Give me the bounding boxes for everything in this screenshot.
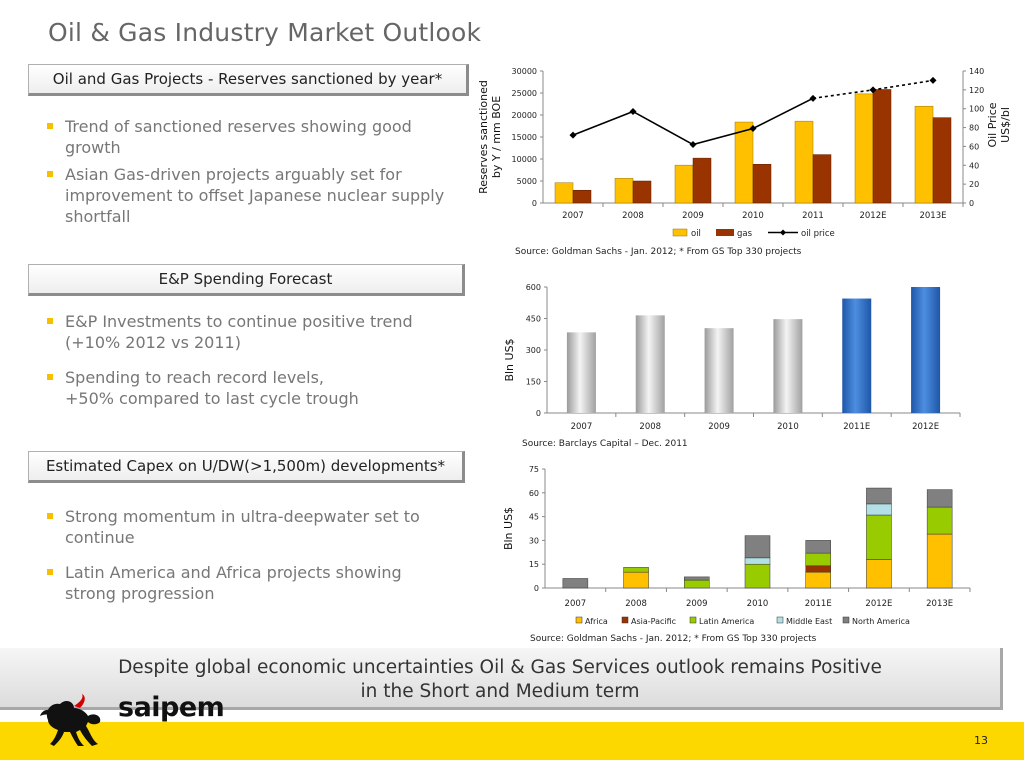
y-tick-label: 20000: [512, 111, 537, 120]
legend-swatch-oil: [672, 228, 688, 237]
bar-oil: [734, 121, 754, 204]
oil-price-line: [572, 97, 814, 146]
bullet-item: E&P Investments to continue positive tre…: [46, 311, 456, 353]
bullet-item: Latin America and Africa projects showin…: [46, 562, 456, 604]
bar-gas: [692, 157, 712, 204]
conclusion-line-1: Despite global economic uncertainties Oi…: [118, 657, 882, 678]
x-tick-label: 2008: [622, 211, 644, 221]
logo-wordmark: saipem: [118, 692, 225, 723]
bullet-list-reserves: Trend of sanctioned reserves showing goo…: [46, 116, 456, 233]
bar-oil: [854, 93, 874, 204]
x-tick-label: 2012E: [859, 211, 886, 221]
bullet-list-capex: Strong momentum in ultra-deepwater set t…: [46, 506, 456, 610]
bullet-square-icon: [47, 171, 53, 177]
y-tick-label: 5000: [517, 177, 537, 186]
legend-label-oil-price: oil price: [801, 229, 835, 239]
y-tick-label: 15000: [512, 133, 537, 142]
x-tick-label: 2007: [562, 211, 584, 221]
bar-oil: [914, 105, 934, 204]
x-tick-label: 2011: [802, 211, 824, 221]
y2-tick-label: 20: [969, 180, 979, 189]
bar-oil: [674, 164, 694, 204]
bar-gas: [572, 189, 592, 204]
bar-gas: [872, 89, 892, 204]
y2-tick-label: 140: [969, 67, 984, 76]
y-tick-label: 10000: [512, 155, 537, 164]
bullet-list-ep-spending: E&P Investments to continue positive tre…: [46, 311, 456, 415]
bullet-item: Trend of sanctioned reserves showing goo…: [46, 116, 456, 158]
section-header-capex: Estimated Capex on U/DW(>1,500m) develop…: [28, 451, 465, 483]
x-tick-label: 2010: [742, 211, 764, 221]
oil-price-point: [629, 108, 637, 116]
page-number: 13: [974, 734, 988, 747]
y2-tick-label: 80: [969, 124, 979, 133]
y-tick-label: 25000: [512, 89, 537, 98]
bar-gas: [752, 164, 772, 204]
slide-title: Oil & Gas Industry Market Outlook: [48, 18, 482, 47]
legend-label-oil: oil: [691, 229, 701, 239]
section-header-reserves: Oil and Gas Projects - Reserves sanction…: [28, 64, 469, 96]
y2-axis-title: Oil PriceUS$/bl: [986, 102, 1012, 147]
bullet-square-icon: [47, 374, 53, 380]
bar-oil: [614, 178, 634, 204]
legend-label-gas: gas: [737, 229, 753, 239]
x-tick-label: 2013E: [919, 211, 946, 221]
bullet-square-icon: [47, 569, 53, 575]
bullet-item: Strong momentum in ultra-deepwater set t…: [46, 506, 456, 548]
oil-price-point: [809, 94, 817, 102]
y-axis-title: Reserves sanctionedby Y / mm BOE: [477, 80, 503, 194]
legend-marker-oil-price: [780, 229, 786, 236]
bullet-item: Asian Gas-driven projects arguably set f…: [46, 164, 456, 227]
y-tick-label: 0: [532, 199, 537, 208]
oil-price-point: [869, 86, 877, 94]
bar-gas: [812, 154, 832, 204]
conclusion-line-2: in the Short and Medium term: [360, 681, 640, 702]
oil-price-point: [929, 76, 937, 84]
y2-tick-label: 40: [969, 161, 979, 170]
oil-price-point: [749, 125, 757, 133]
oil-price-point: [569, 131, 577, 139]
six-legged-dog-logo-icon: [40, 694, 101, 746]
conclusion-banner: Despite global economic uncertainties Oi…: [0, 648, 1003, 710]
y2-tick-label: 120: [969, 86, 984, 95]
bar-oil: [554, 182, 574, 204]
bullet-square-icon: [47, 513, 53, 519]
bullet-item: Spending to reach record levels, +50% com…: [46, 367, 456, 409]
chart-source-note: Source: Goldman Sachs - Jan. 2012; * Fro…: [515, 247, 802, 257]
bar-oil: [794, 120, 814, 204]
bar-gas: [632, 180, 652, 204]
section-header-ep-spending: E&P Spending Forecast: [28, 264, 465, 296]
bar-gas: [932, 117, 952, 204]
bullet-square-icon: [47, 123, 53, 129]
bullet-square-icon: [47, 318, 53, 324]
oil-price-point: [689, 141, 697, 149]
x-tick-label: 2009: [682, 211, 704, 221]
y-tick-label: 30000: [512, 67, 537, 76]
footer-bar: [0, 722, 1024, 760]
y2-tick-label: 100: [969, 105, 984, 114]
y2-tick-label: 0: [969, 199, 974, 208]
legend-swatch-gas: [716, 229, 734, 236]
y2-tick-label: 60: [969, 142, 979, 151]
